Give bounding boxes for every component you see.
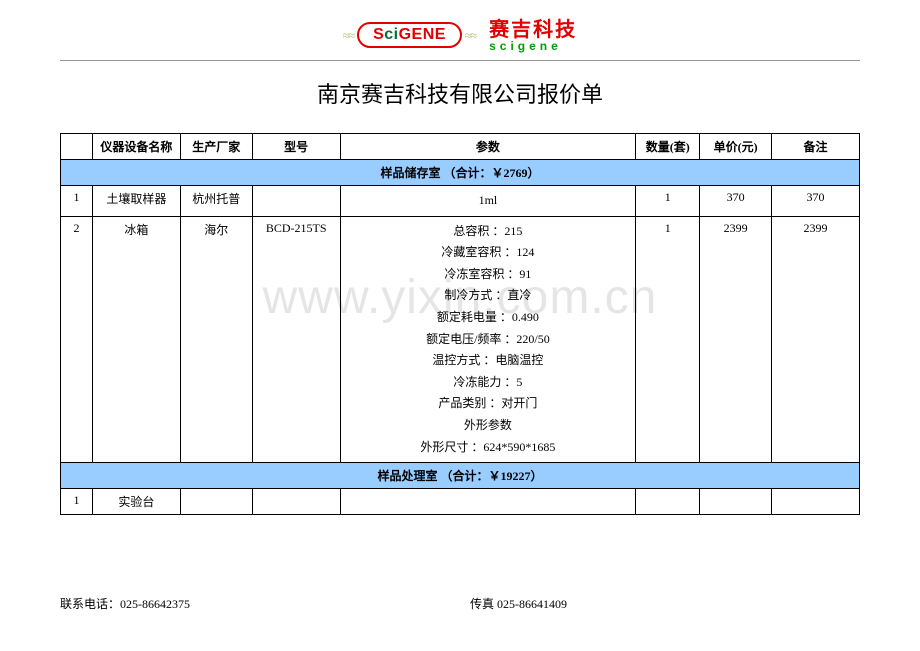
logo-en: scigene <box>489 40 577 52</box>
cell-name: 实验台 <box>92 489 180 515</box>
footer: 联系电话：025-86642375 传真 025-86641409 <box>60 595 860 612</box>
cell-qty: 1 <box>636 216 700 463</box>
cell-qty: 1 <box>636 186 700 217</box>
cell-name: 冰箱 <box>92 216 180 463</box>
phone-number: 025-86642375 <box>120 597 190 611</box>
col-model: 型号 <box>252 134 340 160</box>
cell-idx: 1 <box>61 186 93 217</box>
cell-model <box>252 186 340 217</box>
header-row: 仪器设备名称 生产厂家 型号 参数 数量(套) 单价(元) 备注 <box>61 134 860 160</box>
section-header: 样品处理室 （合计：￥19227） <box>61 463 860 489</box>
fax-number: 025-86641409 <box>497 597 567 611</box>
footer-phone: 联系电话：025-86642375 <box>60 595 190 612</box>
table-row: 1实验台 <box>61 489 860 515</box>
cell-price: 370 <box>700 186 772 217</box>
cell-price: 2399 <box>700 216 772 463</box>
col-name: 仪器设备名称 <box>92 134 180 160</box>
fax-label: 传真 <box>470 597 497 611</box>
cell-param: 总容积 ：215冷藏室容积 ：124冷冻室容积 ：91制冷方式 ：直冷额定耗电量… <box>340 216 636 463</box>
col-mfr: 生产厂家 <box>180 134 252 160</box>
cell-mfr: 海尔 <box>180 216 252 463</box>
footer-fax: 传真 025-86641409 <box>470 597 567 611</box>
cell-model: BCD-215TS <box>252 216 340 463</box>
table-row: 1土壤取样器杭州托普1ml1370370 <box>61 186 860 217</box>
quotation-table: 仪器设备名称 生产厂家 型号 参数 数量(套) 单价(元) 备注 样品储存室 （… <box>60 133 860 515</box>
cell-param: 1ml <box>340 186 636 217</box>
col-param: 参数 <box>340 134 636 160</box>
cell-model <box>252 489 340 515</box>
logo-scigene: SciGENE <box>373 26 446 43</box>
table-row: 2冰箱海尔BCD-215TS总容积 ：215冷藏室容积 ：124冷冻室容积 ：9… <box>61 216 860 463</box>
helix-decoration: ≈≈ <box>343 29 354 43</box>
cell-note <box>772 489 860 515</box>
col-qty: 数量(套) <box>636 134 700 160</box>
cell-price <box>700 489 772 515</box>
logo-cn: 赛吉科技 <box>489 20 577 40</box>
cell-idx: 2 <box>61 216 93 463</box>
cell-name: 土壤取样器 <box>92 186 180 217</box>
cell-mfr: 杭州托普 <box>180 186 252 217</box>
section-title: 样品处理室 （合计：￥19227） <box>61 463 860 489</box>
helix-decoration: ≈≈ <box>465 29 476 43</box>
logo-text: 赛吉科技 scigene <box>489 20 577 52</box>
cell-mfr <box>180 489 252 515</box>
cell-param <box>340 489 636 515</box>
section-title: 样品储存室 （合计：￥2769） <box>61 160 860 186</box>
col-price: 单价(元) <box>700 134 772 160</box>
logo-area: ≈≈ SciGENE ≈≈ 赛吉科技 scigene <box>60 20 860 52</box>
col-idx <box>61 134 93 160</box>
cell-qty <box>636 489 700 515</box>
cell-note: 2399 <box>772 216 860 463</box>
logo-box: SciGENE <box>357 22 462 48</box>
cell-idx: 1 <box>61 489 93 515</box>
phone-label: 联系电话： <box>60 597 120 611</box>
col-note: 备注 <box>772 134 860 160</box>
cell-note: 370 <box>772 186 860 217</box>
header-divider <box>60 60 860 61</box>
section-header: 样品储存室 （合计：￥2769） <box>61 160 860 186</box>
document-title: 南京赛吉科技有限公司报价单 <box>60 77 860 109</box>
